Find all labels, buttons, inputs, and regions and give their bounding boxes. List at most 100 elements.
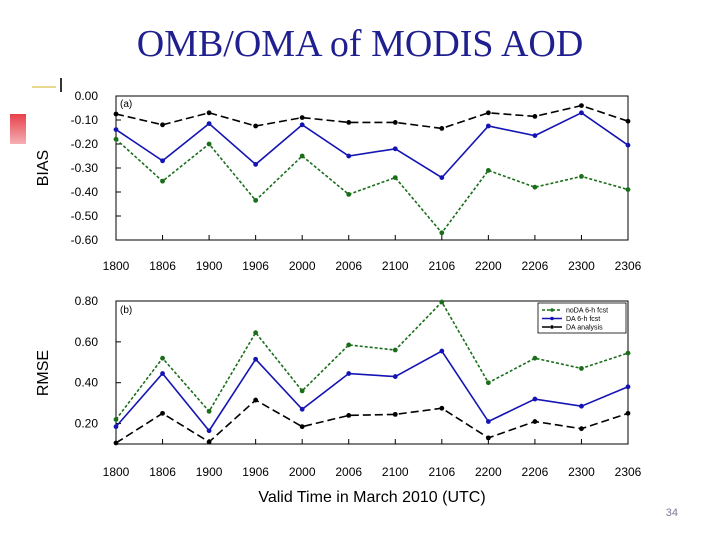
rmse-point-da-6-h-fcst [439, 348, 445, 354]
bias-x-tick-label: 2100 [382, 259, 409, 273]
bias-y-tick-label: -0.50 [71, 209, 99, 223]
rmse-point-noda-6-h-fcst [485, 380, 491, 386]
bias-x-tick-label: 1900 [196, 259, 223, 273]
bias-point-noda-6-h-fcst [299, 153, 305, 159]
bias-point-da-analysis [206, 110, 212, 116]
bias-point-da-6-h-fcst [579, 110, 584, 116]
bias-y-tick-label: -0.60 [71, 233, 99, 247]
slide-title: OMB/OMA of MODIS AOD [136, 23, 584, 65]
legend-label-da-6-h-fcst: DA 6-h fcst [566, 316, 600, 323]
rmse-y-tick-label: 0.20 [75, 417, 99, 431]
bias-point-da-analysis [392, 120, 398, 125]
bias-point-da-analysis [160, 122, 165, 128]
bias-x-tick-label: 2206 [522, 259, 549, 273]
bias-point-da-analysis [625, 118, 631, 124]
rmse-point-da-analysis [532, 419, 538, 424]
rmse-point-noda-6-h-fcst [392, 347, 398, 353]
rmse-y-tick-label: 0.80 [75, 294, 99, 308]
bias-point-da-analysis [299, 115, 305, 120]
bias-point-noda-6-h-fcst [579, 174, 584, 179]
rmse-point-noda-6-h-fcst [346, 342, 352, 348]
bias-point-noda-6-h-fcst [485, 168, 491, 173]
rmse-point-da-6-h-fcst [299, 406, 305, 412]
rmse-point-noda-6-h-fcst [625, 350, 631, 356]
bias-point-noda-6-h-fcst [439, 230, 445, 236]
rmse-point-da-analysis [299, 424, 305, 430]
rmse-y-axis-label: RMSE [35, 350, 52, 396]
bias-point-da-6-h-fcst [392, 146, 398, 152]
bias-x-tick-label: 2006 [335, 259, 362, 273]
rmse-point-da-analysis [160, 410, 165, 416]
rmse-x-tick-label: 2200 [475, 465, 502, 479]
rmse-point-noda-6-h-fcst [532, 355, 538, 361]
rmse-point-da-6-h-fcst [253, 356, 259, 362]
rmse-point-da-analysis [346, 413, 352, 418]
bias-point-da-6-h-fcst [346, 153, 352, 159]
rmse-panel: (b) RMSE 0.80 0.60 0.40 0.20 1800 1806 1900 19… [35, 294, 642, 506]
rmse-point-da-analysis [625, 410, 631, 416]
rmse-series-line-noda-6-h-fcst [115, 300, 629, 420]
x-axis-label: Valid Time in March 2010 (UTC) [258, 489, 485, 506]
bias-x-tick-label: 1806 [149, 259, 176, 273]
rmse-point-noda-6-h-fcst [206, 408, 212, 414]
bias-point-da-analysis [113, 111, 119, 117]
bias-x-tick-label: 2300 [568, 259, 595, 273]
bias-point-noda-6-h-fcst [392, 175, 398, 181]
rmse-x-tick-label: 2100 [382, 465, 409, 479]
rmse-plot-frame [115, 300, 629, 445]
rmse-point-da-6-h-fcst [579, 403, 584, 409]
rmse-point-noda-6-h-fcst [299, 388, 305, 394]
bias-panel: (a) BIAS 0.00 -0.10 -0.20 -0.30 -0.40 -0.50 -0… [35, 89, 642, 273]
bias-y-tick-label: 0.00 [75, 89, 99, 103]
rmse-y-tick-label: 0.40 [75, 376, 99, 390]
bias-point-noda-6-h-fcst [160, 178, 165, 184]
side-accent-block [10, 114, 26, 144]
bias-point-da-analysis [579, 103, 584, 108]
rmse-x-tick-label: 1906 [242, 465, 269, 479]
rmse-x-tick-label: 2006 [335, 465, 362, 479]
bias-y-tick-label: -0.10 [71, 113, 99, 127]
rmse-point-da-analysis [206, 439, 212, 445]
bias-point-da-6-h-fcst [532, 133, 538, 139]
page-number: 34 [665, 507, 678, 519]
title-accent-tick [60, 78, 62, 92]
legend-label-noda-6-h-fcst: noDA 6-h fcst [566, 308, 608, 315]
legend-marker-da-analysis [550, 325, 554, 329]
title-accent-bar [32, 86, 56, 88]
rmse-point-da-6-h-fcst [160, 371, 165, 376]
bias-x-tick-label: 2106 [428, 259, 455, 273]
bias-point-da-6-h-fcst [160, 158, 165, 164]
bias-series-line-da-6-h-fcst [115, 111, 629, 179]
legend-marker-noda-6-h-fcst [550, 308, 554, 312]
rmse-point-da-analysis [579, 426, 584, 432]
rmse-y-tick-label: 0.60 [75, 335, 99, 349]
bias-x-tick-label: 2306 [615, 259, 642, 273]
bias-x-tick-label: 1906 [242, 259, 269, 273]
bias-y-tick-label: -0.30 [71, 161, 99, 175]
rmse-point-da-6-h-fcst [532, 396, 538, 402]
bias-point-da-analysis [253, 123, 259, 129]
rmse-x-tick-label: 2306 [615, 465, 642, 479]
rmse-point-noda-6-h-fcst [160, 355, 165, 361]
rmse-series-line-da-analysis [115, 399, 629, 444]
rmse-point-da-analysis [485, 435, 491, 441]
bias-point-da-6-h-fcst [625, 142, 631, 148]
bias-point-da-analysis [485, 110, 491, 116]
rmse-point-da-6-h-fcst [206, 428, 212, 434]
rmse-series-line-da-6-h-fcst [115, 349, 629, 433]
bias-point-noda-6-h-fcst [113, 136, 119, 142]
rmse-x-tick-label: 2206 [522, 465, 549, 479]
rmse-x-tick-label: 2000 [289, 465, 316, 479]
legend-marker-da-6-h-fcst [550, 316, 554, 321]
bias-x-tick-label: 1800 [103, 259, 130, 273]
rmse-point-noda-6-h-fcst [439, 299, 445, 305]
rmse-point-noda-6-h-fcst [253, 330, 259, 336]
rmse-x-tick-label: 2300 [568, 465, 595, 479]
rmse-panel-label: (b) [120, 305, 132, 316]
bias-point-da-6-h-fcst [253, 162, 259, 167]
rmse-point-da-6-h-fcst [625, 384, 631, 390]
rmse-point-noda-6-h-fcst [113, 417, 119, 422]
bias-y-axis-label: BIAS [35, 150, 52, 186]
rmse-point-da-6-h-fcst [113, 424, 119, 430]
